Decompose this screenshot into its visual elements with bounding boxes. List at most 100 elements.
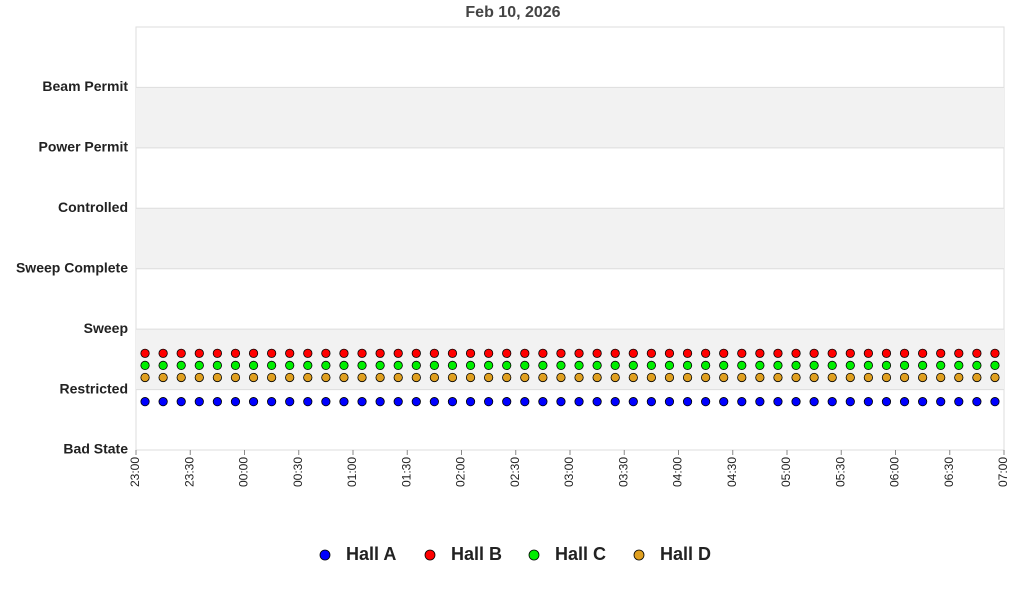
point (664, 360, 675, 370)
x-tick-label: 01:30 (399, 457, 413, 487)
point (918, 397, 928, 407)
point (484, 397, 494, 407)
point (899, 397, 910, 407)
band (136, 87, 1004, 148)
point (574, 372, 584, 383)
point (701, 372, 711, 383)
point (918, 372, 928, 383)
point (936, 397, 946, 407)
point (628, 372, 638, 383)
point (646, 348, 656, 358)
point (592, 372, 602, 383)
x-tick-label: 03:30 (616, 457, 630, 487)
x-tick-label: 07:00 (996, 457, 1010, 487)
point (610, 397, 620, 407)
point (176, 372, 186, 383)
point (321, 397, 331, 407)
point (212, 397, 222, 407)
point (267, 360, 277, 370)
point (556, 360, 566, 370)
point (285, 360, 295, 370)
point (809, 348, 819, 358)
point (936, 372, 946, 383)
point (158, 397, 168, 407)
point (990, 397, 1000, 407)
legend-label: Hall C (555, 544, 606, 564)
point (303, 348, 313, 358)
point (393, 360, 403, 370)
point (664, 397, 675, 407)
point (918, 360, 928, 370)
point (465, 397, 476, 407)
point (737, 348, 747, 358)
point (755, 360, 765, 370)
point (628, 360, 638, 370)
point (484, 360, 494, 370)
point (610, 360, 620, 370)
x-tick-label: 23:30 (182, 457, 196, 487)
point (411, 397, 421, 407)
point (140, 397, 150, 407)
point (954, 360, 964, 370)
point (954, 348, 964, 358)
point (628, 348, 638, 358)
point (737, 372, 747, 383)
point (267, 372, 277, 383)
point (212, 348, 222, 358)
point (429, 397, 439, 407)
point (682, 397, 693, 407)
x-tick-label: 05:30 (833, 457, 847, 487)
point (972, 348, 982, 358)
point (267, 397, 277, 407)
point (194, 372, 204, 383)
point (375, 360, 385, 370)
point (357, 397, 367, 407)
point (248, 397, 259, 407)
point (972, 360, 982, 370)
point (592, 397, 602, 407)
chart-title: Feb 10, 2026 (465, 4, 560, 21)
point (845, 348, 855, 358)
point (646, 397, 656, 407)
point (194, 397, 204, 407)
point (393, 372, 403, 383)
band (136, 208, 1004, 269)
x-tick-label: 00:30 (291, 457, 305, 487)
point (791, 372, 801, 383)
point (520, 372, 530, 383)
point (140, 360, 150, 370)
point (592, 348, 602, 358)
point (827, 360, 837, 370)
point (845, 360, 855, 370)
y-tick-label: Sweep Complete (16, 259, 128, 275)
band (136, 329, 1004, 390)
point (339, 360, 349, 370)
point (520, 360, 530, 370)
point (447, 348, 458, 358)
point (990, 372, 1000, 383)
point (682, 360, 693, 370)
point (737, 360, 747, 370)
point (574, 397, 584, 407)
point (628, 397, 638, 407)
y-tick-label: Restricted (60, 380, 128, 396)
legend-marker (424, 549, 436, 561)
point (230, 372, 241, 383)
point (646, 372, 656, 383)
point (755, 372, 765, 383)
point (899, 360, 910, 370)
point (773, 360, 783, 370)
point (954, 372, 964, 383)
point (990, 348, 1000, 358)
point (248, 372, 259, 383)
point (447, 360, 458, 370)
point (212, 372, 222, 383)
point (972, 397, 982, 407)
point (863, 360, 873, 370)
point (194, 348, 204, 358)
point (701, 397, 711, 407)
point (375, 348, 385, 358)
y-tick-label: Controlled (58, 199, 128, 215)
point (936, 360, 946, 370)
point (899, 348, 910, 358)
